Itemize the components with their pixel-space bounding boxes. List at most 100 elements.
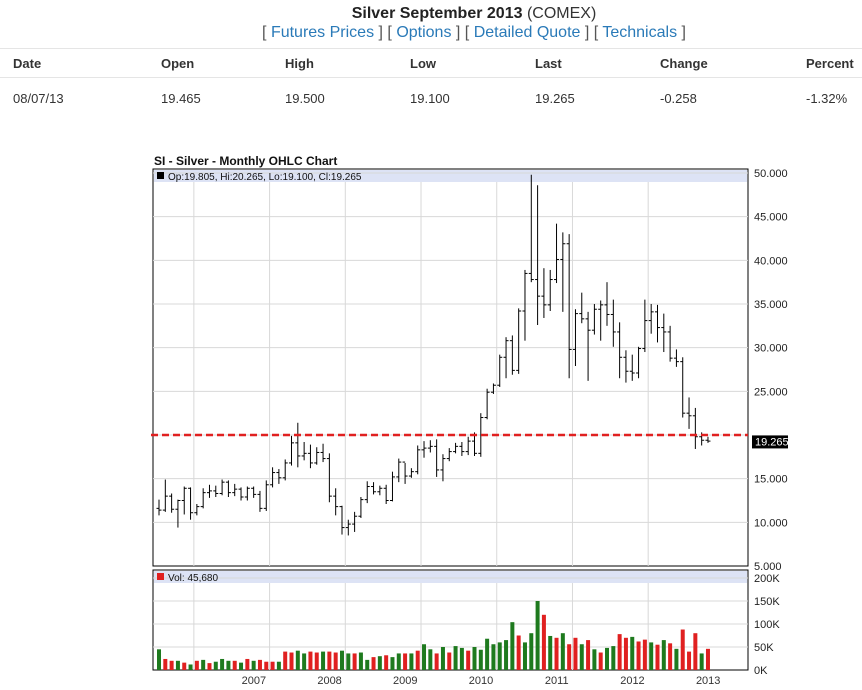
ohlc-bar <box>522 269 528 341</box>
volume-bar <box>598 652 603 670</box>
ohlc-bar <box>434 439 440 477</box>
volume-bar <box>245 658 250 670</box>
ohlc-bar <box>541 268 547 318</box>
ohlc-bar <box>446 448 452 462</box>
ohlc-bar <box>188 487 194 520</box>
volume-bar <box>453 646 458 670</box>
ohlc-bar <box>282 459 288 481</box>
ohlc-bar <box>358 497 364 518</box>
ohlc-bar <box>162 479 168 512</box>
y-tick-label: 25.000 <box>754 386 788 398</box>
technicals-link[interactable]: Technicals <box>602 24 678 41</box>
x-tick-label: 2007 <box>242 675 266 687</box>
volume-bar <box>560 633 565 670</box>
ohlc-bar <box>194 503 200 516</box>
volume-bar <box>346 653 351 670</box>
ohlc-bar <box>579 292 585 324</box>
ohlc-bar <box>156 499 162 516</box>
volume-bar <box>169 660 174 670</box>
volume-bar <box>232 660 237 670</box>
ohlc-bar <box>314 447 320 465</box>
volume-tick-label: 150K <box>754 596 780 608</box>
ohlc-bar <box>408 468 414 478</box>
quote-header-row: Date Open High Low Last Change Percent <box>0 48 862 78</box>
col-last: Last <box>535 48 660 78</box>
volume-legend-swatch <box>157 573 164 580</box>
volume-bar <box>567 644 572 670</box>
exchange-name: (COMEX) <box>526 5 597 22</box>
ohlc-bar <box>503 337 509 379</box>
futures-prices-link[interactable]: Futures Prices <box>270 24 375 41</box>
y-tick-label: 45.000 <box>754 212 788 224</box>
quote-row: 08/07/13 19.465 19.500 19.100 19.265 -0.… <box>0 78 862 119</box>
detailed-quote-link[interactable]: Detailed Quote <box>473 24 581 41</box>
volume-bar <box>308 651 313 670</box>
volume-bar <box>226 660 231 670</box>
volume-bar <box>403 653 408 670</box>
volume-bar <box>415 650 420 670</box>
ohlc-bar <box>181 486 187 515</box>
volume-bar <box>579 644 584 670</box>
col-high: High <box>285 48 410 78</box>
ohlc-bar <box>667 325 673 362</box>
contract-name: Silver September 2013 <box>351 5 523 22</box>
volume-bar <box>182 662 187 670</box>
volume-bar <box>175 660 180 670</box>
ohlc-bar <box>623 350 629 383</box>
ohlc-bar <box>345 519 351 536</box>
ohlc-bar <box>554 223 560 284</box>
volume-bar <box>333 652 338 670</box>
volume-bar <box>466 650 471 670</box>
volume-bar <box>390 657 395 670</box>
ohlc-bar <box>705 436 711 443</box>
volume-bar <box>687 651 692 670</box>
ohlc-bar <box>610 299 616 347</box>
ohlc-bar <box>320 443 326 463</box>
ohlc-bar <box>617 322 623 379</box>
ohlc-bar <box>636 346 642 379</box>
ohlc-bar <box>295 422 301 468</box>
col-low: Low <box>410 48 535 78</box>
volume-bar <box>630 636 635 670</box>
options-link[interactable]: Options <box>396 24 452 41</box>
ohlc-bar <box>396 458 402 483</box>
volume-bar <box>289 652 294 670</box>
ohlc-bar <box>648 304 654 334</box>
ohlc-bar <box>472 432 477 456</box>
cell-percent: -1.32% <box>806 90 848 106</box>
volume-bar <box>377 656 382 670</box>
ohlc-bar <box>427 440 433 453</box>
ohlc-bar <box>459 441 465 456</box>
ohlc-bar <box>465 436 471 456</box>
volume-bar <box>358 652 363 670</box>
ohlc-bar <box>289 435 295 466</box>
volume-bar <box>655 644 660 670</box>
ohlc-legend-swatch <box>157 172 164 179</box>
page-title: Silver September 2013 (COMEX) <box>0 5 862 23</box>
ohlc-bar <box>516 308 522 374</box>
volume-bar <box>674 648 679 670</box>
volume-bar <box>485 638 490 670</box>
quote-table: Date Open High Low Last Change Percent 0… <box>0 48 862 118</box>
volume-tick-label: 200K <box>754 573 780 585</box>
ohlc-bar <box>263 480 269 511</box>
ohlc-bar <box>478 413 484 457</box>
y-tick-label: 10.000 <box>754 517 788 529</box>
x-tick-label: 2012 <box>620 675 644 687</box>
y-tick-label: 15.000 <box>754 474 788 486</box>
volume-bar <box>693 633 698 670</box>
ohlc-bar <box>339 505 345 535</box>
volume-bar <box>586 640 591 670</box>
volume-bar <box>157 649 161 670</box>
price-panel <box>152 168 749 567</box>
ohlc-bar <box>257 490 263 512</box>
volume-bar <box>510 622 515 670</box>
ohlc-bar <box>175 499 181 528</box>
volume-bar <box>396 653 401 670</box>
ohlc-bar <box>560 232 566 312</box>
ohlc-bar <box>225 480 231 498</box>
ohlc-bar <box>440 454 446 482</box>
volume-bar <box>592 649 597 670</box>
ohlc-bar <box>213 485 219 498</box>
volume-label: Vol: 45,680 <box>168 573 218 584</box>
